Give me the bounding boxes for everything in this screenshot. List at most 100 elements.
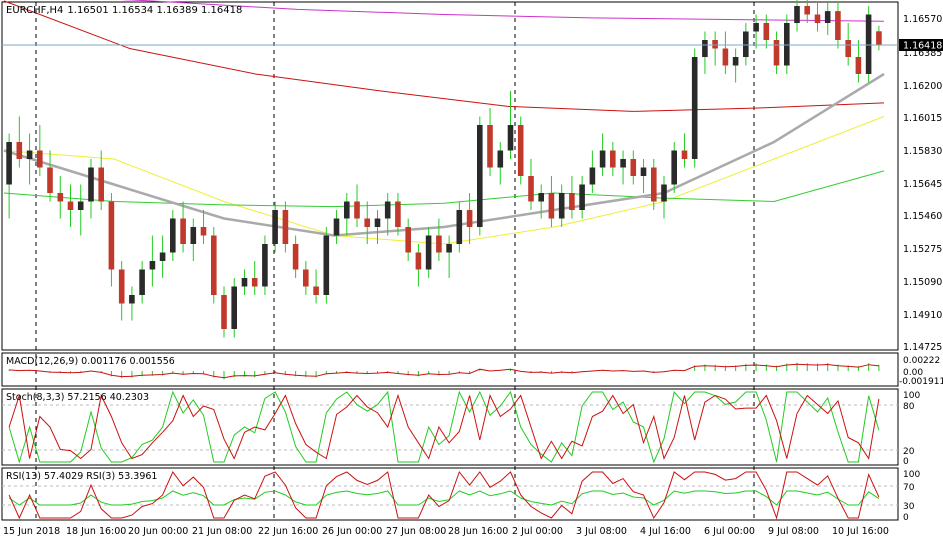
candle xyxy=(732,48,739,83)
candle-body xyxy=(712,40,718,49)
time-tick: 10 Jul 16:00 xyxy=(832,526,889,537)
candle xyxy=(282,201,289,253)
candle xyxy=(108,193,115,287)
candle xyxy=(333,210,340,244)
candle-body xyxy=(835,11,841,40)
candle xyxy=(190,218,197,261)
candle-body xyxy=(333,218,340,236)
price-tick: 1.16015 xyxy=(903,113,942,124)
macd-tick: 0.00222 xyxy=(903,356,940,366)
candle-body xyxy=(211,235,217,295)
candle xyxy=(262,235,268,295)
candle-body xyxy=(241,278,248,287)
candle-body xyxy=(814,14,821,23)
candle xyxy=(425,227,432,278)
candle-body xyxy=(272,210,278,244)
stoch-tick: 80 xyxy=(903,402,915,412)
candle-body xyxy=(129,295,135,304)
symbol-text: EURCHF,H4 xyxy=(6,5,63,16)
candle-body xyxy=(753,23,759,32)
candle-body xyxy=(589,167,596,185)
rsi-label: RSI(13) 57.4029 RSI(3) 53.3961 xyxy=(6,471,157,482)
candle xyxy=(405,218,411,261)
candle xyxy=(313,269,319,304)
moving-averages xyxy=(3,0,885,245)
time-tick: 4 Jul 16:00 xyxy=(640,526,691,537)
price-tick: 1.16200 xyxy=(903,81,942,92)
candle-body xyxy=(190,227,197,244)
stoch-k-line xyxy=(8,390,880,464)
candle xyxy=(630,150,637,185)
time-tick: 18 Jun 16:00 xyxy=(66,526,126,537)
candle xyxy=(569,176,575,219)
candle-body xyxy=(98,167,104,202)
candle xyxy=(814,0,821,32)
macd-tick: -0.001911 xyxy=(899,377,943,387)
candle-body xyxy=(425,235,432,270)
candle xyxy=(292,235,299,278)
candle-body xyxy=(446,244,452,253)
rsi-tick: 30 xyxy=(903,502,915,512)
oscillator-lines xyxy=(8,390,880,520)
candle xyxy=(702,31,708,74)
time-tick: 28 Jun 16:00 xyxy=(448,526,508,537)
candle-body xyxy=(323,235,330,295)
candle xyxy=(722,31,729,74)
candle-body xyxy=(57,193,64,202)
candle xyxy=(6,133,12,219)
candle-body xyxy=(691,57,698,159)
candle-body xyxy=(88,167,94,202)
candle xyxy=(118,261,125,321)
rsi-tick: 100 xyxy=(903,470,920,480)
candle xyxy=(26,133,33,185)
macd-label: MACD(12,26,9) 0.001176 0.001556 xyxy=(6,356,175,367)
time-tick: 26 Jun 00:00 xyxy=(322,526,382,537)
candle xyxy=(200,210,207,244)
rsi-tick: 70 xyxy=(903,483,915,493)
candle-body xyxy=(528,176,534,202)
candle xyxy=(712,31,718,66)
candle-body xyxy=(282,210,289,244)
candle-body xyxy=(170,218,176,253)
candle xyxy=(67,184,74,227)
stoch-tick: 0 xyxy=(903,457,909,467)
rsi3-line xyxy=(8,470,880,520)
candle-body xyxy=(517,125,524,176)
candle-body xyxy=(405,227,411,253)
candles xyxy=(6,0,882,338)
candle xyxy=(170,210,176,261)
candle-body xyxy=(477,125,483,227)
candle-body xyxy=(804,6,810,15)
time-axis: 15 Jun 2018 18 Jun 16:00 20 Jun 00:00 21… xyxy=(3,526,889,537)
candle xyxy=(241,269,248,295)
candle xyxy=(364,201,370,244)
candle-body xyxy=(108,201,115,270)
candle xyxy=(477,116,483,236)
candle xyxy=(497,142,504,185)
time-tick: 2 Jul 00:00 xyxy=(512,526,563,537)
candle-body xyxy=(6,142,12,185)
candle xyxy=(753,14,759,49)
candle xyxy=(681,133,688,168)
price-axis: 1.16570 1.16385 1.16200 1.16015 1.15830 … xyxy=(903,14,942,353)
candle xyxy=(251,261,258,295)
stoch-axis: 100 80 20 0 xyxy=(903,391,920,467)
candle xyxy=(37,125,43,176)
candle-body xyxy=(722,48,729,66)
candle xyxy=(487,108,493,176)
symbol-label: EURCHF,H4 1.16501 1.16534 1.16389 1.16418 xyxy=(6,5,242,16)
candle xyxy=(784,14,790,74)
candle-body xyxy=(845,40,851,57)
rsi-tick: 0 xyxy=(903,513,909,523)
candle xyxy=(538,184,544,219)
candle-body xyxy=(221,295,227,329)
candle-body xyxy=(67,201,74,210)
candle xyxy=(763,14,770,49)
candle-body xyxy=(159,252,166,261)
candle xyxy=(620,150,626,185)
candle xyxy=(231,278,237,338)
candle xyxy=(98,150,104,210)
candle-body xyxy=(26,150,33,159)
candle xyxy=(855,40,862,83)
